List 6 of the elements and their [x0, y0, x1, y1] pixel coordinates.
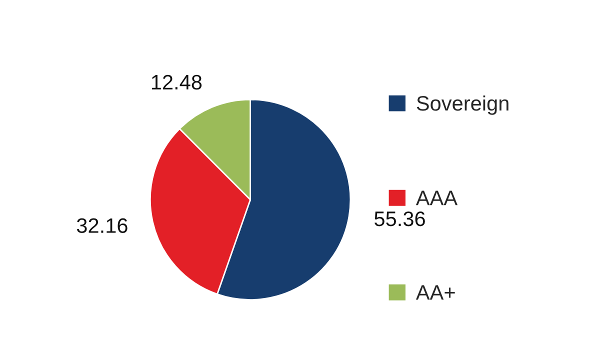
data-label: 12.48 — [152, 74, 202, 90]
legend-label: Sovereign — [416, 95, 508, 115]
data-label: 55.36 — [374, 211, 425, 226]
legend-label: AA+ — [416, 285, 455, 300]
data-label: 32.16 — [76, 218, 128, 234]
legend-label: AAA — [416, 190, 458, 206]
